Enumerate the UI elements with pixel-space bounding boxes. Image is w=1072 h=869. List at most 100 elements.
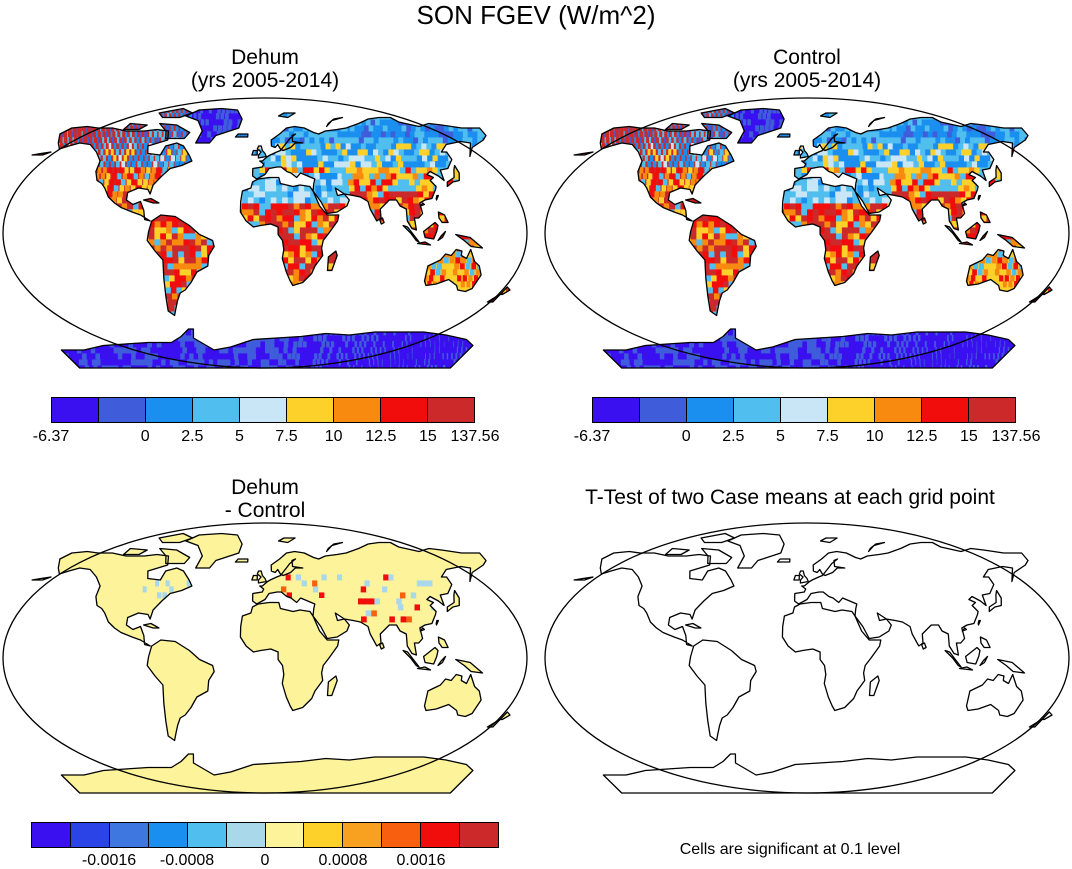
grid-cell [259, 149, 266, 156]
grid-cell [317, 239, 324, 246]
grid-cell [737, 233, 744, 240]
grid-cell [965, 173, 974, 180]
grid-cell [179, 161, 185, 168]
grid-cell [720, 257, 728, 264]
grid-cell [251, 347, 257, 354]
grid-cell [367, 167, 375, 174]
grid-cell [282, 251, 289, 258]
grid-cell [288, 227, 295, 234]
grid-cell [945, 161, 954, 168]
grid-cell [410, 167, 419, 174]
grid-cell [344, 197, 352, 204]
grid-cell [881, 137, 889, 144]
grid-cell [833, 155, 840, 162]
grid-cell [455, 281, 460, 288]
grid-cell [280, 155, 287, 162]
control-title-line1: Control [773, 46, 841, 69]
grid-cell [326, 185, 334, 192]
grid-cell [311, 221, 318, 228]
grid-cell [697, 215, 703, 222]
grid-cell [173, 131, 177, 138]
grid-cell [136, 149, 140, 156]
grid-cell [384, 197, 392, 204]
grid-cell [323, 221, 330, 228]
grid-cell [352, 173, 360, 180]
grid-cell [713, 239, 721, 246]
grid-cell [71, 341, 82, 348]
grid-cell [406, 365, 408, 368]
grid-cell [144, 353, 153, 360]
grid-cell [817, 161, 824, 168]
grid-cell [688, 137, 692, 144]
grid-cell [453, 335, 454, 342]
grid-cell [943, 173, 952, 180]
grid-cell [312, 155, 319, 162]
grid-cell [299, 197, 306, 204]
grid-cell [956, 131, 966, 138]
grid-cell [884, 149, 892, 156]
grid-cell [260, 359, 266, 366]
grid-cell [428, 275, 434, 282]
grid-cell [830, 239, 837, 246]
grid-cell [971, 125, 982, 132]
grid-cell [689, 185, 695, 192]
grid-cell [148, 179, 154, 186]
grid-cell [609, 131, 610, 138]
grid-cell [224, 113, 229, 120]
grid-cell [836, 245, 843, 252]
grid-cell [62, 131, 63, 138]
grid-cell [954, 173, 963, 180]
grid-cell [340, 341, 344, 348]
grid-cell [948, 125, 957, 132]
grid-cell [275, 149, 282, 156]
grid-cell [714, 257, 722, 264]
grid-cell [653, 137, 657, 144]
grid-cell [168, 365, 177, 368]
grid-cell [613, 131, 615, 138]
grid-cell [148, 227, 155, 234]
grid-cell [205, 347, 212, 354]
grid-cell [446, 353, 449, 360]
grid-cell [270, 191, 277, 198]
grid-cell [174, 143, 178, 150]
grid-cell [343, 347, 346, 354]
grid-cell [363, 173, 371, 180]
coastline-eurasia [251, 116, 487, 231]
grid-cell [890, 179, 897, 186]
grid-cell [344, 137, 352, 144]
grid-cell [921, 173, 930, 180]
grid-cell [952, 167, 961, 174]
grid-cell [116, 197, 122, 204]
grid-cell [362, 167, 370, 174]
grid-cell [148, 239, 155, 246]
grid-cell [866, 137, 873, 144]
grid-cell [141, 137, 145, 144]
grid-cell [386, 359, 387, 366]
grid-cell [315, 143, 322, 150]
grid-cell [719, 149, 724, 156]
grid-cell [742, 108, 745, 114]
grid-cell [168, 269, 175, 276]
grid-cell [456, 347, 459, 354]
grid-cell [133, 203, 139, 210]
grid-cell [379, 173, 388, 180]
grid-cell [122, 197, 128, 204]
grid-cell [639, 167, 644, 174]
grid-cell [660, 191, 665, 198]
grid-cell [147, 185, 153, 192]
grid-cell [217, 108, 221, 114]
grid-cell [953, 191, 962, 198]
grid-cell [639, 137, 641, 144]
coastline-taiwan [435, 194, 440, 201]
grid-cell [175, 341, 183, 348]
grid-cell [270, 197, 277, 204]
grid-cell [328, 263, 334, 270]
grid-cell [958, 185, 966, 192]
grid-cell [167, 149, 172, 156]
grid-cell [455, 257, 461, 264]
grid-cell [445, 275, 451, 282]
grid-cell [763, 108, 768, 114]
grid-cell [716, 161, 721, 168]
grid-cell [663, 179, 668, 186]
grid-cell [711, 143, 715, 150]
